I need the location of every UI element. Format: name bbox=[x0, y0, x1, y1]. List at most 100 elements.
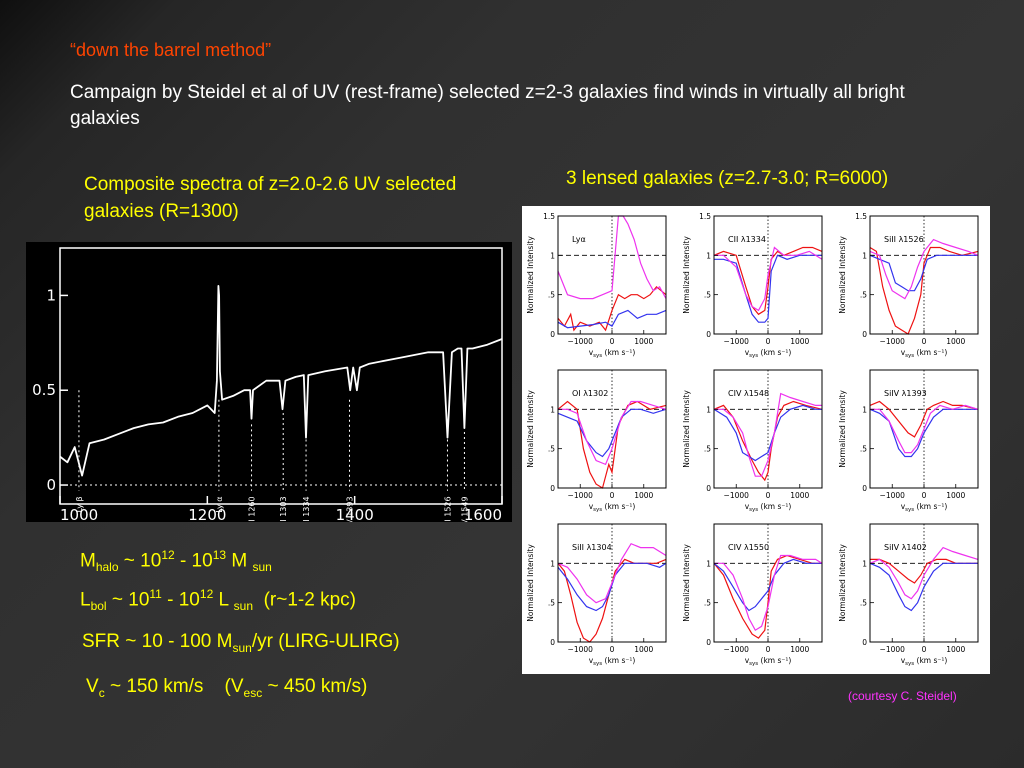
x-tick-label: 1400 bbox=[336, 506, 374, 522]
y-tick-label: 1 bbox=[550, 559, 555, 568]
spectrum-line-blue bbox=[869, 254, 978, 292]
y-tick-label: 0.5 bbox=[32, 381, 56, 399]
x-tick-label: −1000 bbox=[724, 645, 750, 654]
y-tick-label: 1 bbox=[706, 559, 711, 568]
spectrum-line-blue bbox=[557, 309, 667, 329]
spectrum-line-red bbox=[869, 246, 979, 335]
y-tick-label: .5 bbox=[704, 445, 711, 454]
y-axis-label: Normalized Intensity bbox=[838, 236, 847, 314]
spectrum-panel: 0 .5 1 1.5 −1000 0 1000 vsys (km s⁻¹) Normalized… bbox=[682, 212, 823, 359]
x-tick-label: 1000 bbox=[790, 337, 809, 346]
x-tick-label: −1000 bbox=[568, 645, 594, 654]
y-tick-label: .5 bbox=[548, 599, 555, 608]
x-tick-label: 1000 bbox=[634, 645, 653, 654]
y-tick-label: 0 bbox=[862, 330, 867, 339]
x-tick-label: 0 bbox=[922, 491, 927, 500]
y-axis-label: Normalized Intensity bbox=[682, 236, 691, 314]
y-axis-label: Normalized Intensity bbox=[682, 390, 691, 468]
y-tick-label: 1 bbox=[550, 405, 555, 414]
panel-line-label: SiII λ1304 bbox=[572, 543, 612, 552]
x-tick-label: −1000 bbox=[880, 645, 906, 654]
y-tick-label: 1 bbox=[862, 251, 867, 260]
composite-spectrum-line bbox=[59, 285, 503, 477]
x-tick-label: 0 bbox=[922, 645, 927, 654]
x-tick-label: 1000 bbox=[60, 506, 98, 522]
spectral-line-label: SiII 1526 bbox=[443, 496, 452, 522]
x-tick-label: 0 bbox=[610, 337, 615, 346]
spectrum-line-red bbox=[713, 400, 823, 482]
y-tick-label: 1 bbox=[706, 251, 711, 260]
spectral-line-label: CII 1334 bbox=[302, 496, 311, 522]
slide-title: “down the barrel method” bbox=[70, 40, 272, 60]
panel-line-label: OI λ1302 bbox=[572, 389, 608, 398]
spectrum-line-blue bbox=[713, 404, 822, 462]
x-tick-label: 1200 bbox=[188, 506, 226, 522]
y-tick-label: .5 bbox=[548, 445, 555, 454]
y-axis-label: Normalized Intensity bbox=[526, 236, 535, 314]
spectrum-line-magenta bbox=[870, 404, 979, 454]
spectrum-panel: 0 .5 1 −1000 0 1000 vsys (km s⁻¹) Normalized In… bbox=[838, 523, 979, 667]
y-tick-label: 0 bbox=[550, 330, 555, 339]
y-tick-label: .5 bbox=[704, 599, 711, 608]
spectrum-panel: 0 .5 1 −1000 0 1000 vsys (km s⁻¹) Normalized In… bbox=[682, 369, 823, 513]
x-axis-label: vsys (km s⁻¹) bbox=[901, 502, 948, 513]
x-axis-label: vsys (km s⁻¹) bbox=[901, 656, 948, 667]
spectrum-line-magenta bbox=[869, 546, 979, 600]
spectrum-line-magenta bbox=[557, 542, 667, 604]
panel-line-label: CIV λ1548 bbox=[728, 389, 769, 398]
x-tick-label: −1000 bbox=[568, 491, 594, 500]
y-tick-label: 1 bbox=[862, 405, 867, 414]
x-tick-label: 0 bbox=[610, 491, 615, 500]
x-axis-label: vsys (km s⁻¹) bbox=[589, 502, 636, 513]
panel-line-label: CIV λ1550 bbox=[728, 543, 769, 552]
spectrum-panel: 0 .5 1 −1000 0 1000 vsys (km s⁻¹) Normalized In… bbox=[526, 523, 667, 667]
spectrum-panel: 0 .5 1 −1000 0 1000 vsys (km s⁻¹) Normalized In… bbox=[838, 369, 979, 513]
spectrum-panel: 0 .5 1 −1000 0 1000 vsys (km s⁻¹) Normalized In… bbox=[682, 523, 823, 667]
y-tick-label: .5 bbox=[860, 445, 867, 454]
x-axis-label: vsys (km s⁻¹) bbox=[745, 348, 792, 359]
spectrum-line-red bbox=[869, 400, 979, 438]
y-tick-label: .5 bbox=[860, 291, 867, 300]
y-axis-label: Normalized Intensity bbox=[838, 544, 847, 622]
x-tick-label: −1000 bbox=[724, 337, 750, 346]
y-axis-label: Normalized Intensity bbox=[526, 544, 535, 622]
spectrum-line-magenta bbox=[714, 246, 823, 312]
x-tick-label: 0 bbox=[922, 337, 927, 346]
y-axis-label: Normalized Intensity bbox=[682, 544, 691, 622]
spectrum-line-blue bbox=[557, 408, 667, 458]
spectrum-line-magenta bbox=[714, 554, 823, 632]
x-tick-label: 1000 bbox=[946, 337, 965, 346]
spectral-line-label: SiIV 1393 bbox=[346, 496, 355, 522]
lensed-caption: 3 lensed galaxies (z=2.7-3.0; R=6000) bbox=[566, 168, 889, 189]
spectrum-panel: 0 .5 1 1.5 −1000 0 1000 vsys (km s⁻¹) Normalized… bbox=[526, 212, 667, 359]
y-tick-label: 1.5 bbox=[855, 212, 867, 221]
stat-vc: Vc ~ 150 km/s (Vesc ~ 450 km/s) bbox=[86, 676, 368, 700]
spectral-line-label: CIV 1549 bbox=[460, 496, 469, 522]
y-tick-label: 1 bbox=[550, 251, 555, 260]
spectrum-line-blue bbox=[713, 558, 822, 612]
courtesy-note: (courtesy C. Steidel) bbox=[848, 689, 957, 703]
y-tick-label: 0 bbox=[706, 330, 711, 339]
composite-spectrum-chart: 1000 1200 1400 1600 0 0.5 1 Ly β Ly α SiII 1260 OI… bbox=[26, 242, 512, 522]
y-tick-label: .5 bbox=[860, 599, 867, 608]
x-tick-label: 1000 bbox=[790, 645, 809, 654]
y-tick-label: 0 bbox=[706, 638, 711, 647]
x-tick-label: 0 bbox=[610, 645, 615, 654]
spectrum-line-red bbox=[557, 285, 667, 332]
x-tick-label: 1000 bbox=[634, 491, 653, 500]
x-tick-label: 0 bbox=[766, 645, 771, 654]
x-tick-label: 1000 bbox=[634, 337, 653, 346]
y-tick-label: .5 bbox=[704, 291, 711, 300]
y-tick-label: 1.5 bbox=[543, 212, 555, 221]
y-tick-label: 0 bbox=[550, 484, 555, 493]
x-axis-label: vsys (km s⁻¹) bbox=[901, 348, 948, 359]
spectrum-panel: 0 .5 1 −1000 0 1000 vsys (km s⁻¹) Normalized In… bbox=[526, 369, 667, 513]
x-axis-label: vsys (km s⁻¹) bbox=[745, 502, 792, 513]
spectrum-line-blue bbox=[714, 254, 822, 323]
x-tick-label: 1600 bbox=[464, 506, 502, 522]
spectrum-line-red bbox=[713, 554, 822, 639]
y-tick-label: .5 bbox=[548, 291, 555, 300]
panel-line-label: SiII λ1526 bbox=[884, 235, 924, 244]
x-tick-label: −1000 bbox=[724, 491, 750, 500]
spectrum-line-magenta bbox=[714, 392, 822, 477]
